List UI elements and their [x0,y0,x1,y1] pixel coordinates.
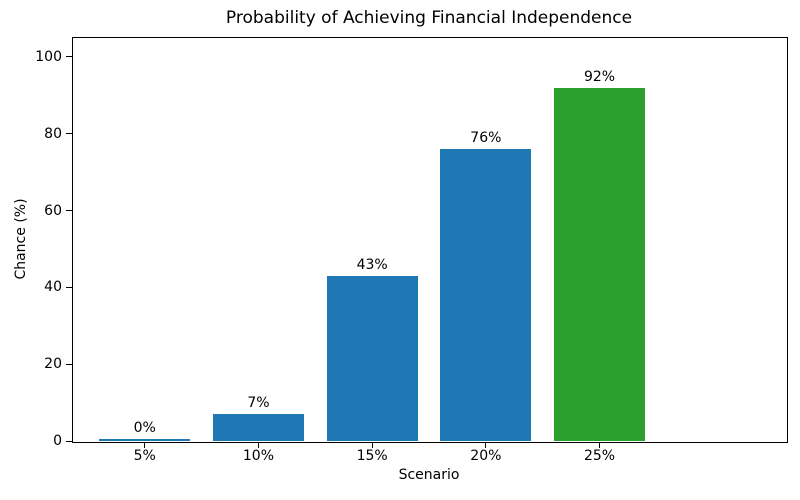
chart-bar [212,414,304,441]
y-tick-label: 20 [44,356,62,373]
bar-value-label: 92% [583,68,616,85]
x-axis-label: Scenario [398,467,460,483]
chart-title: Probability of Achieving Financial Indep… [225,8,633,28]
y-tick-label: 40 [44,279,62,296]
y-tick-label: 60 [44,202,62,219]
chart-bar [99,439,191,441]
chart-bar [440,149,532,441]
bar-value-label: 0% [133,420,156,436]
chart-bar [326,275,418,441]
y-tick-mark [66,440,72,442]
x-tick-label: 10% [242,448,275,464]
plot-area [72,37,788,443]
x-tick-mark [257,442,259,448]
x-tick-label: 5% [133,448,156,464]
y-tick-mark [66,363,72,365]
y-tick-mark [66,56,72,58]
x-tick-label: 15% [356,448,388,464]
bar-value-label: 43% [356,256,388,273]
x-tick-mark [371,442,373,448]
x-tick-label: 25% [583,448,616,464]
y-tick-mark [66,210,72,212]
bar-value-label: 7% [247,395,270,412]
x-tick-mark [599,442,601,448]
y-tick-mark [66,133,72,135]
chart-bar [554,87,646,441]
x-tick-mark [144,442,146,448]
y-tick-label: 0 [53,433,62,449]
y-tick-mark [66,286,72,288]
y-tick-label: 80 [44,125,62,142]
x-tick-label: 20% [470,448,502,464]
x-tick-mark [485,442,487,448]
bar-value-label: 76% [470,130,502,147]
y-axis-label: Chance (%) [13,198,29,280]
y-tick-label: 100 [35,48,62,65]
